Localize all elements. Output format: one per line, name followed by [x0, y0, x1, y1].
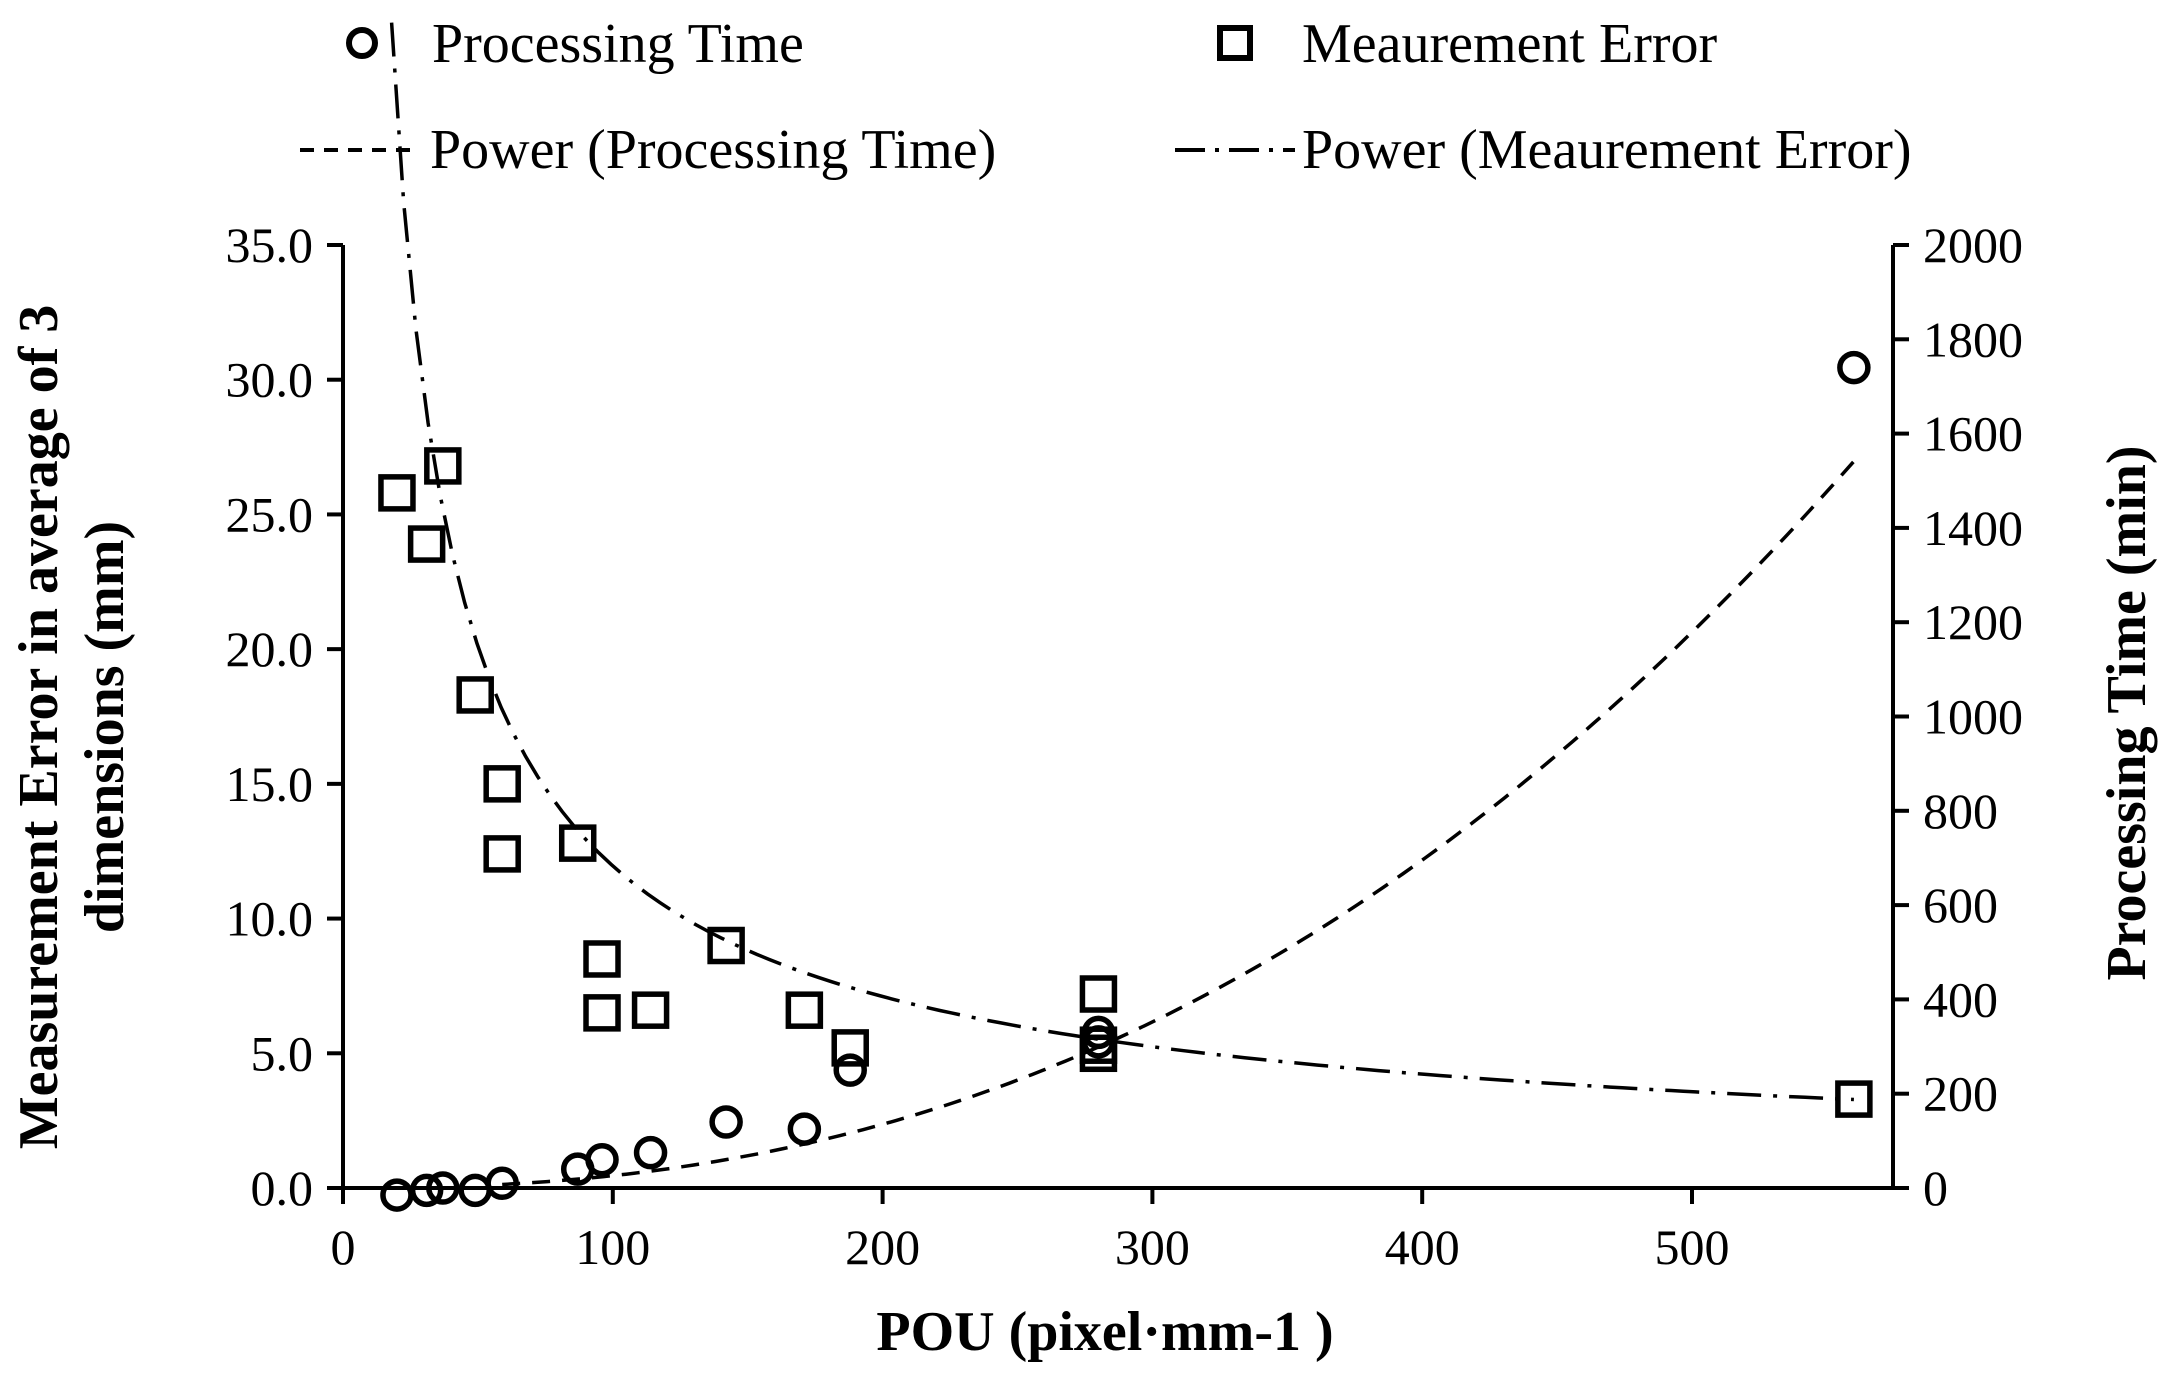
measurement-error-point: [483, 765, 521, 803]
left-y-tick-label: 20.0: [226, 621, 314, 677]
measurement-error-point: [583, 940, 621, 978]
measurement-error-point: [456, 676, 494, 714]
measurement-error-point: [407, 525, 446, 563]
left-y-axis-title-line-1: Measurement Error in average of 3: [8, 305, 70, 1149]
x-tick-label: 300: [1115, 1219, 1190, 1275]
measurement-error-point: [831, 1029, 869, 1067]
left-y-tick-label: 5.0: [251, 1025, 314, 1081]
legend-processing-time-label: Processing Time: [432, 13, 804, 75]
left-y-tick-label: 30.0: [226, 352, 314, 408]
processing-time-point: [485, 1166, 519, 1201]
right-y-tick-label: 1400: [1923, 500, 2023, 556]
legend-measurement-error-label: Meaurement Error: [1302, 13, 1717, 75]
ticks: 0 100 200 300 400 500 0.0 5.0 10.0 15.0 20.0 25.0 30…: [226, 217, 2024, 1275]
left-y-tick-label: 15.0: [226, 756, 314, 812]
measurement-error-point: [631, 991, 670, 1029]
legend: Processing Time Meaurement Error Power (…: [300, 13, 1912, 181]
x-tick-label: 200: [845, 1219, 920, 1275]
right-y-tick-label: 2000: [1923, 217, 2023, 273]
measurement-error-point: [483, 835, 521, 873]
processing-time-point: [787, 1112, 822, 1146]
legend-measurement-error-marker: [1217, 25, 1253, 61]
x-tick-label: 0: [331, 1219, 356, 1275]
measurement-error-point: [378, 474, 416, 512]
right-y-tick-label: 0: [1923, 1160, 1948, 1216]
processing-time-point: [409, 1173, 444, 1208]
measurement-error-point: [1835, 1080, 1873, 1118]
measurement-error-point: [785, 991, 824, 1029]
left-y-axis-title: Measurement Error in average of 3 dimens…: [8, 305, 136, 1149]
measurement-error-point: [583, 994, 621, 1032]
right-y-tick-label: 1800: [1923, 311, 2023, 367]
processing-time-point: [380, 1178, 414, 1212]
processing-time-point: [633, 1135, 668, 1170]
right-y-tick-label: 800: [1923, 783, 1998, 839]
x-tick-label: 400: [1385, 1219, 1460, 1275]
left-y-axis-title-line-2: dimensions (mm): [74, 521, 136, 933]
right-y-tick-label: 1000: [1923, 689, 2023, 745]
processing-time-point: [709, 1105, 743, 1139]
legend-power-measurement-error-label: Power (Meaurement Error): [1302, 119, 1912, 181]
left-y-tick-label: 25.0: [226, 486, 314, 542]
processing-time-point: [833, 1053, 867, 1087]
legend-power-processing-time-label: Power (Processing Time): [430, 119, 996, 181]
trendline-power-processing-time: [502, 460, 1856, 1187]
processing-time-point: [426, 1171, 460, 1205]
processing-time-point: [458, 1173, 492, 1208]
processing-time-point: [585, 1142, 619, 1177]
left-y-tick-label: 10.0: [226, 891, 314, 947]
trendlines: [389, 22, 1856, 1187]
x-axis-title: POU (pixel·mm-1 ): [876, 1301, 1333, 1363]
right-y-tick-label: 600: [1923, 877, 1998, 933]
left-y-tick-label: 35.0: [226, 217, 314, 273]
right-y-tick-label: 1200: [1923, 594, 2023, 650]
measurement-error-point: [1079, 975, 1118, 1013]
processing-time-point: [1837, 350, 1871, 385]
measurement-error-point: [707, 926, 745, 965]
right-y-tick-label: 1600: [1923, 406, 2023, 462]
left-y-tick-label: 0.0: [251, 1160, 314, 1216]
trendline-power-measurement-error: [389, 22, 1854, 1102]
measurement-error-point: [424, 447, 462, 485]
x-tick-label: 100: [575, 1219, 650, 1275]
right-y-tick-label: 200: [1923, 1066, 1998, 1122]
measurement-error-point: [1079, 1034, 1118, 1073]
x-tick-label: 500: [1655, 1219, 1730, 1275]
measurement-error-point: [558, 824, 597, 862]
data-points: [378, 350, 1873, 1212]
right-y-axis-title: Processing Time (min): [2096, 445, 2158, 980]
axes: [341, 245, 1895, 1190]
legend-processing-time-marker: [346, 27, 378, 59]
right-y-tick-label: 400: [1923, 971, 1998, 1027]
